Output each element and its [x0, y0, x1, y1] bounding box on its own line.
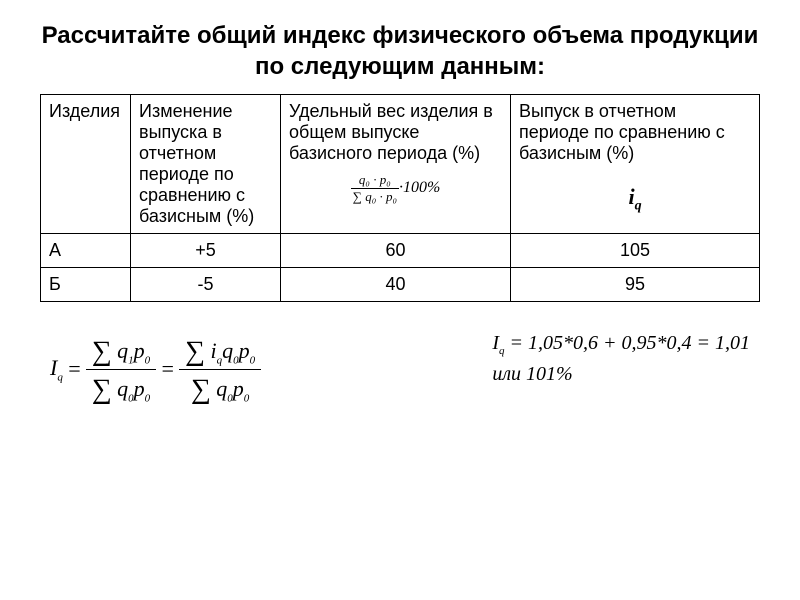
header-symbol: iq: [519, 184, 751, 214]
cell: А: [41, 234, 131, 268]
header-col2: Изменение выпуска в отчетном периоде по …: [131, 95, 281, 234]
cell: 105: [511, 234, 760, 268]
cell: +5: [131, 234, 281, 268]
calc-line1: Iq = 1,05*0,6 + 0,95*0,4 = 1,01: [492, 332, 750, 357]
cell: 40: [281, 268, 511, 302]
header-text: Изменение выпуска в отчетном периоде по …: [139, 101, 254, 226]
fraction-2: ∑ iqq0p0 ∑ q0p0: [179, 332, 261, 406]
header-col3: Удельный вес изделия в общем выпуске баз…: [281, 95, 511, 234]
symbol-sub: q: [635, 199, 642, 214]
page-title: Рассчитайте общий индекс физического объ…: [40, 20, 760, 82]
cell: 60: [281, 234, 511, 268]
formula-suffix: ·100%: [399, 180, 440, 197]
equals: =: [160, 356, 175, 382]
lhs: Iq: [50, 355, 63, 383]
equals: =: [67, 356, 82, 382]
cell: 95: [511, 268, 760, 302]
bottom-formulas: Iq = ∑ q1p0 ∑ q0p0 = ∑ iqq0p0 ∑ q0p0 Iq …: [40, 332, 760, 406]
data-table: Изделия Изменение выпуска в отчетном пер…: [40, 94, 760, 302]
main-formula: Iq = ∑ q1p0 ∑ q0p0 = ∑ iqq0p0 ∑ q0p0: [50, 332, 261, 406]
header-text: Удельный вес изделия в общем выпуске баз…: [289, 101, 493, 163]
cell: Б: [41, 268, 131, 302]
cell: -5: [131, 268, 281, 302]
header-text: Изделия: [49, 101, 120, 121]
table-row: Б -5 40 95: [41, 268, 760, 302]
formula-num: q₀ · p₀: [351, 172, 399, 189]
calculation: Iq = 1,05*0,6 + 0,95*0,4 = 1,01 или 101%: [492, 332, 750, 392]
header-formula: q₀ · p₀ ∑ q₀ · p₀ ·100%: [289, 172, 502, 205]
header-col4: Выпуск в отчетном периоде по сравнению с…: [511, 95, 760, 234]
formula-den: ∑ q₀ · p₀: [351, 189, 399, 205]
calc-line2: или 101%: [492, 363, 750, 386]
header-col1: Изделия: [41, 95, 131, 234]
header-text: Выпуск в отчетном периоде по сравнению с…: [519, 101, 725, 163]
table-row: А +5 60 105: [41, 234, 760, 268]
table-header-row: Изделия Изменение выпуска в отчетном пер…: [41, 95, 760, 234]
fraction-1: ∑ q1p0 ∑ q0p0: [86, 332, 156, 406]
